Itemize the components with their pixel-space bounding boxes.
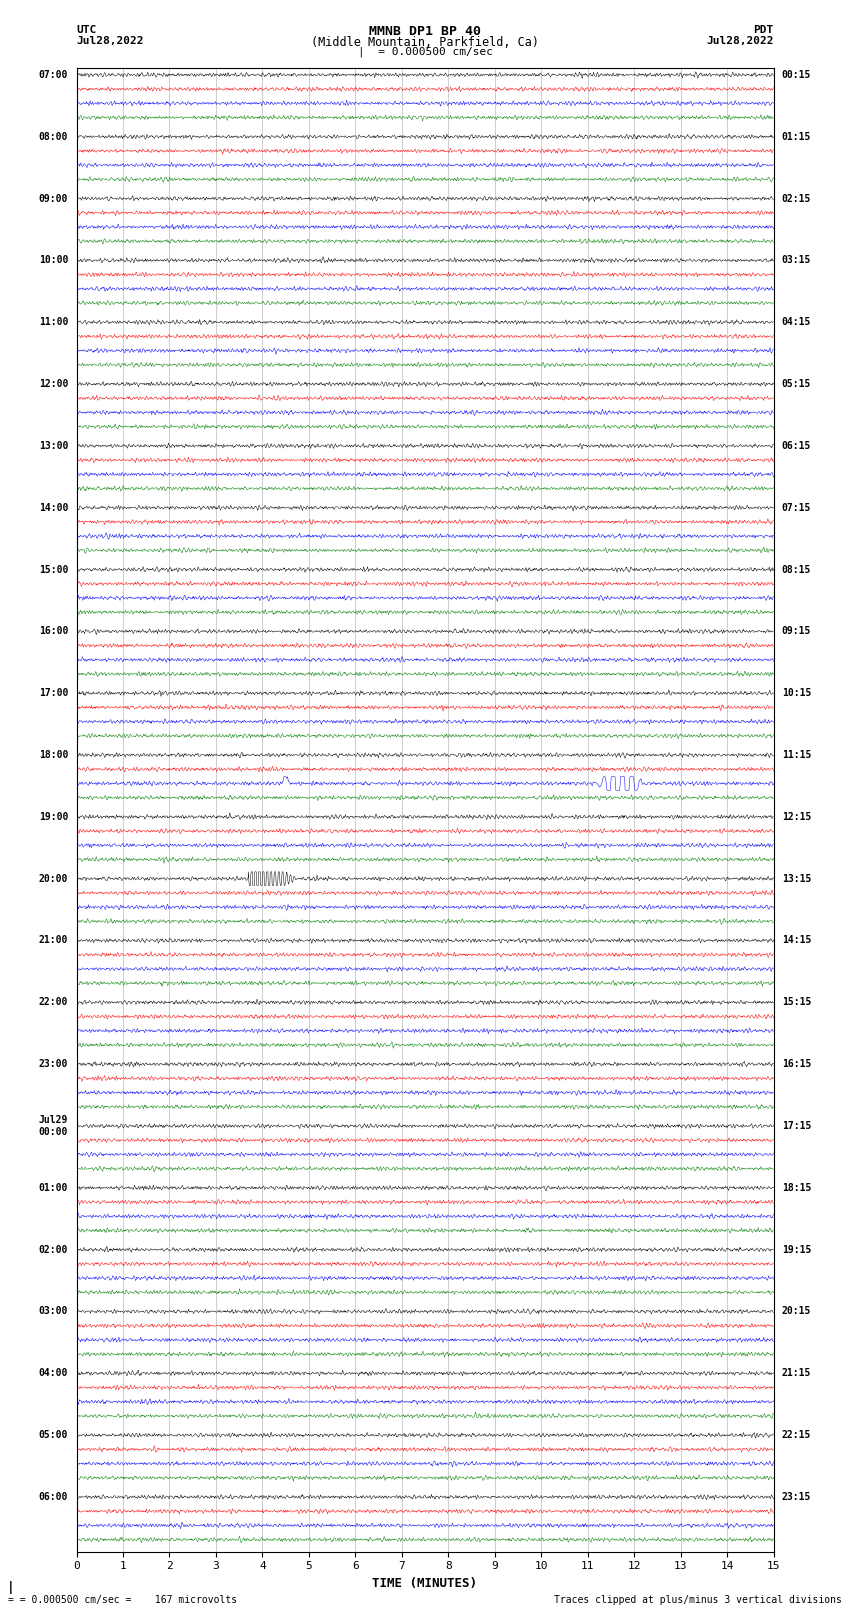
- Text: 13:15: 13:15: [782, 874, 811, 884]
- Text: 13:00: 13:00: [39, 440, 68, 452]
- Text: 12:15: 12:15: [782, 811, 811, 823]
- Text: 06:00: 06:00: [39, 1492, 68, 1502]
- Text: |: |: [7, 1581, 14, 1594]
- Text: 02:15: 02:15: [782, 194, 811, 203]
- Text: 04:00: 04:00: [39, 1368, 68, 1379]
- Text: 09:00: 09:00: [39, 194, 68, 203]
- Text: 17:15: 17:15: [782, 1121, 811, 1131]
- Text: Jul28,2022: Jul28,2022: [706, 37, 774, 47]
- Text: Jul28,2022: Jul28,2022: [76, 37, 144, 47]
- Text: 05:15: 05:15: [782, 379, 811, 389]
- Text: 20:00: 20:00: [39, 874, 68, 884]
- Text: 15:00: 15:00: [39, 565, 68, 574]
- Text: 07:15: 07:15: [782, 503, 811, 513]
- Text: 11:00: 11:00: [39, 318, 68, 327]
- Text: 01:00: 01:00: [39, 1182, 68, 1194]
- Text: 02:00: 02:00: [39, 1245, 68, 1255]
- Text: PDT: PDT: [753, 24, 774, 35]
- Text: 23:00: 23:00: [39, 1060, 68, 1069]
- Text: 19:00: 19:00: [39, 811, 68, 823]
- Text: 01:15: 01:15: [782, 132, 811, 142]
- Text: |  = 0.000500 cm/sec: | = 0.000500 cm/sec: [358, 47, 492, 58]
- Text: 10:00: 10:00: [39, 255, 68, 266]
- Text: 16:15: 16:15: [782, 1060, 811, 1069]
- Text: 11:15: 11:15: [782, 750, 811, 760]
- Text: Jul29
00:00: Jul29 00:00: [39, 1115, 68, 1137]
- Text: 09:15: 09:15: [782, 626, 811, 637]
- Text: 08:15: 08:15: [782, 565, 811, 574]
- Text: 03:00: 03:00: [39, 1307, 68, 1316]
- Text: 19:15: 19:15: [782, 1245, 811, 1255]
- X-axis label: TIME (MINUTES): TIME (MINUTES): [372, 1578, 478, 1590]
- Text: 12:00: 12:00: [39, 379, 68, 389]
- Text: 15:15: 15:15: [782, 997, 811, 1008]
- Text: = = 0.000500 cm/sec =    167 microvolts: = = 0.000500 cm/sec = 167 microvolts: [8, 1595, 238, 1605]
- Text: 20:15: 20:15: [782, 1307, 811, 1316]
- Text: 18:15: 18:15: [782, 1182, 811, 1194]
- Text: 18:00: 18:00: [39, 750, 68, 760]
- Text: UTC: UTC: [76, 24, 97, 35]
- Text: 06:15: 06:15: [782, 440, 811, 452]
- Text: 21:15: 21:15: [782, 1368, 811, 1379]
- Text: 07:00: 07:00: [39, 69, 68, 81]
- Text: 10:15: 10:15: [782, 689, 811, 698]
- Text: 05:00: 05:00: [39, 1431, 68, 1440]
- Text: 14:15: 14:15: [782, 936, 811, 945]
- Text: 14:00: 14:00: [39, 503, 68, 513]
- Text: 22:15: 22:15: [782, 1431, 811, 1440]
- Text: 04:15: 04:15: [782, 318, 811, 327]
- Text: (Middle Mountain, Parkfield, Ca): (Middle Mountain, Parkfield, Ca): [311, 37, 539, 50]
- Text: 00:15: 00:15: [782, 69, 811, 81]
- Text: MMNB DP1 BP 40: MMNB DP1 BP 40: [369, 24, 481, 39]
- Text: 17:00: 17:00: [39, 689, 68, 698]
- Text: 21:00: 21:00: [39, 936, 68, 945]
- Text: 22:00: 22:00: [39, 997, 68, 1008]
- Text: 16:00: 16:00: [39, 626, 68, 637]
- Text: Traces clipped at plus/minus 3 vertical divisions: Traces clipped at plus/minus 3 vertical …: [553, 1595, 842, 1605]
- Text: 03:15: 03:15: [782, 255, 811, 266]
- Text: 08:00: 08:00: [39, 132, 68, 142]
- Text: 23:15: 23:15: [782, 1492, 811, 1502]
